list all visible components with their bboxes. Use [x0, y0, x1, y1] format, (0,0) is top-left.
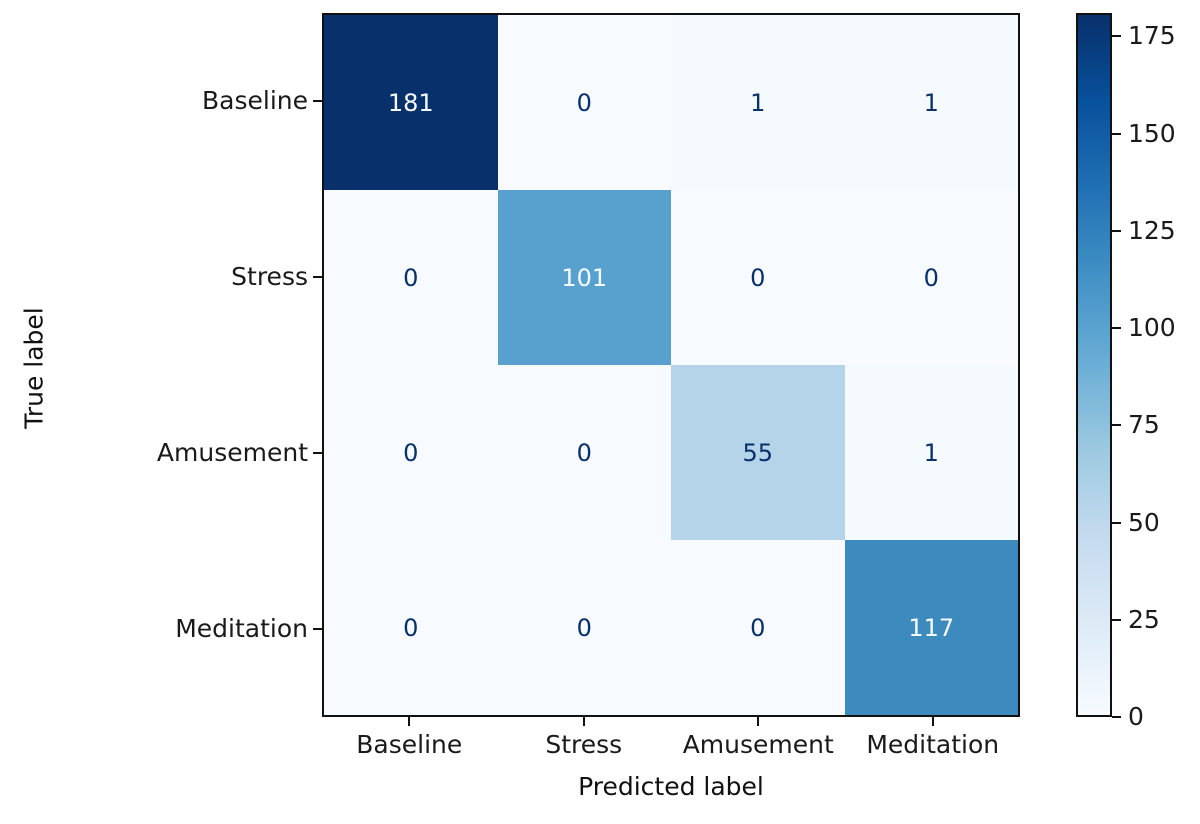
matrix-cell: 0 [324, 190, 498, 365]
y-tick-mark [313, 100, 322, 102]
colorbar-tick-label: 150 [1128, 118, 1176, 148]
matrix-cell: 0 [671, 190, 845, 365]
x-tick-mark [582, 717, 585, 726]
matrix-cell: 1 [671, 15, 845, 190]
y-tick-label: Baseline [202, 86, 308, 115]
matrix-cell: 55 [671, 365, 845, 540]
y-tick-label: Stress [231, 262, 308, 291]
colorbar-tick-label: 100 [1128, 313, 1176, 343]
y-tick-label: Meditation [175, 614, 308, 643]
colorbar-tick-label: 0 [1128, 702, 1144, 731]
y-tick-mark [313, 276, 322, 278]
matrix-cell: 0 [497, 365, 671, 540]
matrix-cell: 101 [497, 190, 671, 365]
x-tick-mark [408, 717, 411, 726]
colorbar-tick-label: 50 [1128, 507, 1160, 537]
matrix-cell: 1 [844, 365, 1018, 540]
colorbar [1076, 13, 1112, 717]
y-tick-mark [313, 452, 322, 454]
colorbar-tick-mark [1112, 132, 1121, 135]
matrix-cell: 117 [844, 540, 1018, 715]
colorbar-tick-mark [1112, 229, 1121, 232]
colorbar-tick-mark [1112, 521, 1121, 524]
matrix-cell: 0 [324, 365, 498, 540]
colorbar-tick-label: 125 [1128, 215, 1176, 245]
x-tick-mark [931, 717, 934, 726]
matrix-cell: 0 [497, 15, 671, 190]
colorbar-tick-mark [1112, 618, 1121, 621]
x-tick-label: Baseline [356, 730, 463, 759]
matrix-grid: 181 0 1 1 0 101 0 0 0 0 55 1 0 0 0 117 [322, 13, 1020, 717]
colorbar-tick-mark [1112, 424, 1121, 427]
x-axis-label: Predicted label [578, 772, 764, 801]
matrix-cell: 1 [844, 15, 1018, 190]
matrix-cell: 0 [497, 540, 671, 715]
colorbar-tick-mark [1112, 327, 1121, 330]
x-tick-mark [757, 717, 760, 726]
x-tick-label: Stress [545, 730, 623, 759]
x-tick-label: Meditation [866, 730, 1000, 759]
colorbar-tick-label: 175 [1128, 21, 1176, 51]
colorbar-tick-mark [1112, 35, 1121, 38]
y-axis-label: True label [19, 307, 49, 429]
y-tick-label: Amusement [156, 438, 308, 467]
matrix-cell: 0 [324, 540, 498, 715]
colorbar-tick-label: 25 [1128, 604, 1160, 634]
colorbar-tick-mark [1112, 716, 1121, 718]
matrix-cell: 0 [671, 540, 845, 715]
y-tick-mark [313, 628, 322, 630]
matrix-cell: 0 [844, 190, 1018, 365]
matrix-cell: 181 [324, 15, 498, 190]
x-tick-label: Amusement [682, 730, 834, 759]
colorbar-tick-label: 75 [1128, 410, 1160, 440]
colorbar-gradient [1078, 15, 1110, 715]
